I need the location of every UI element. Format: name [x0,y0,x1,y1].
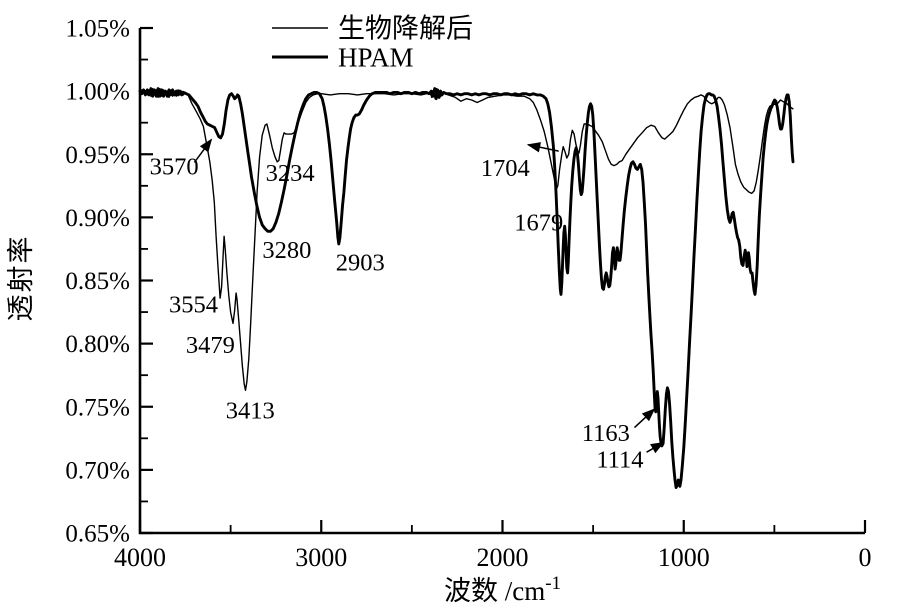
y-tick-label: 0.70% [65,457,130,484]
x-tick-label: 2000 [477,543,529,572]
y-tick-label: 0.75% [65,394,130,421]
x-tick-label: 1000 [658,543,710,572]
annotation-arrow-3570 [193,138,213,163]
annotation-1114: 1114 [596,447,643,474]
y-tick-label: 0.65% [65,521,130,548]
annotation-3554: 3554 [169,291,218,318]
x-tick-label: 4000 [114,543,166,572]
y-tick-label: 1.00% [65,79,130,106]
annotation-3280: 3280 [262,237,311,264]
x-tick-label: 0 [859,543,872,572]
annotation-arrow-1704 [526,142,559,153]
annotation-3570: 3570 [150,154,199,181]
y-axis-title: 透射率 [6,235,36,322]
annotation-arrow-1114 [646,441,665,454]
series-after-biodegradation [139,87,794,391]
y-tick-label: 0.85% [65,268,130,295]
annotation-1704: 1704 [481,155,530,182]
legend-label-0: 生物降解后 [338,14,473,44]
legend-label-1: HPAM [338,43,414,73]
annotation-3413: 3413 [226,397,275,424]
y-tick-label: 0.80% [65,331,130,358]
series-hpam [138,87,795,489]
y-tick-label: 0.95% [65,142,130,169]
y-tick-label: 1.05% [65,16,130,43]
annotation-3234: 3234 [266,160,315,187]
annotation-arrow-1163 [633,408,656,429]
x-tick-label: 3000 [295,543,347,572]
annotation-3479: 3479 [186,332,235,359]
annotation-1679: 1679 [514,209,563,236]
x-axis-title: 波数 /cm-1 [444,573,561,606]
annotation-2903: 2903 [336,250,385,277]
y-tick-label: 0.90% [65,205,130,232]
annotation-1163: 1163 [582,420,630,447]
